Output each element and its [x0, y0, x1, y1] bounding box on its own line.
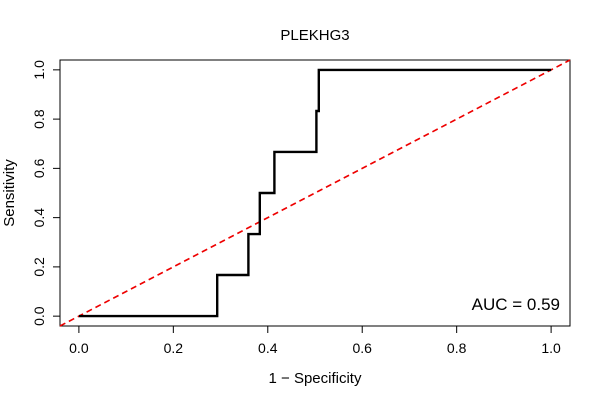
x-axis: 0.0 0.2 0.4 0.6 0.8 1.0	[69, 326, 561, 356]
series-layer	[59, 59, 571, 327]
x-tick-label: 0.8	[447, 340, 467, 356]
y-axis-label: Sensitivity	[1, 159, 18, 227]
roc-curve	[78, 68, 552, 318]
x-tick-label: 0.0	[69, 340, 89, 356]
y-tick-label: 0.2	[31, 257, 47, 277]
x-axis-label: 1 − Specificity	[269, 370, 362, 387]
y-axis: 0.0 0.2 0.4 0.6 0.8 1.0	[31, 60, 60, 326]
x-tick-label: 1.0	[541, 340, 561, 356]
y-tick-label: 0.8	[31, 109, 47, 129]
chance-line	[59, 59, 571, 327]
auc-annotation: AUC = 0.59	[472, 295, 560, 314]
plot-frame	[59, 59, 571, 327]
y-tick-label: 0.0	[31, 306, 47, 326]
y-tick-label: 1.0	[31, 60, 47, 80]
y-tick-label: 0.4	[31, 208, 47, 228]
chart-title: PLEKHG3	[280, 27, 349, 44]
y-tick-label: 0.6	[31, 158, 47, 178]
x-tick-label: 0.6	[352, 340, 372, 356]
x-tick-label: 0.2	[164, 340, 184, 356]
x-tick-label: 0.4	[258, 340, 278, 356]
